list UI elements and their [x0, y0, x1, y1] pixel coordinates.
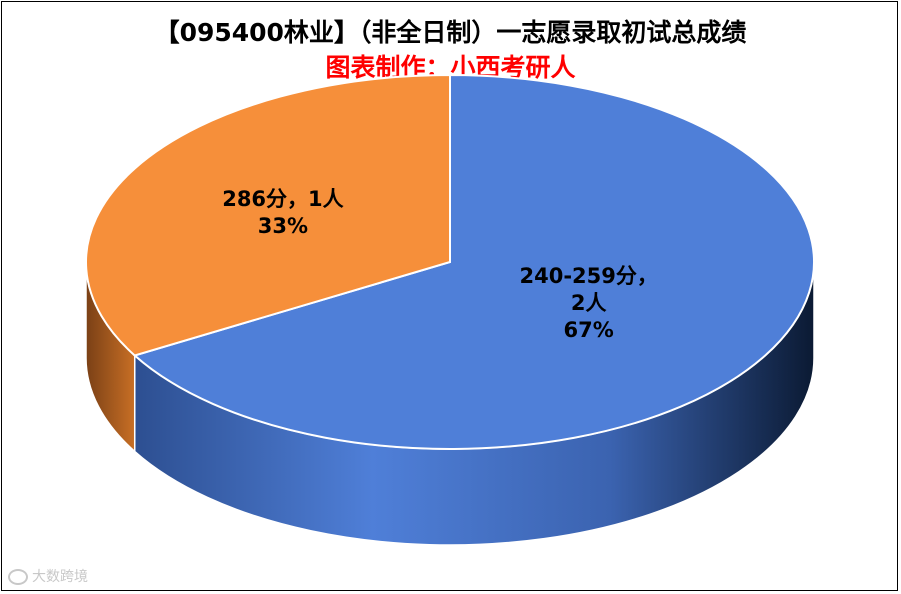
logo-icon — [8, 569, 28, 585]
pie-slice-1 — [85, 73, 451, 357]
chart-title: 【095400林业】（非全日制）一志愿录取初试总成绩 — [154, 18, 747, 47]
pie-slice-0 — [132, 73, 815, 450]
pie-label-0-line-1: 2人 — [571, 291, 607, 315]
pie-label-0-line-0: 240-259分， — [519, 264, 657, 288]
watermark-text: 大数跨境 — [32, 569, 88, 585]
pie-labels: 240-259分， 2人 67% 286分，1人 33% — [222, 187, 658, 342]
pie-label-0-line-2: 67% — [564, 318, 614, 342]
pie-label-1-line-0: 286分，1人 — [222, 187, 343, 211]
watermark: 大数跨境 — [8, 566, 88, 586]
pie-tops — [85, 73, 815, 450]
pie-label-1-line-1: 33% — [258, 214, 308, 238]
